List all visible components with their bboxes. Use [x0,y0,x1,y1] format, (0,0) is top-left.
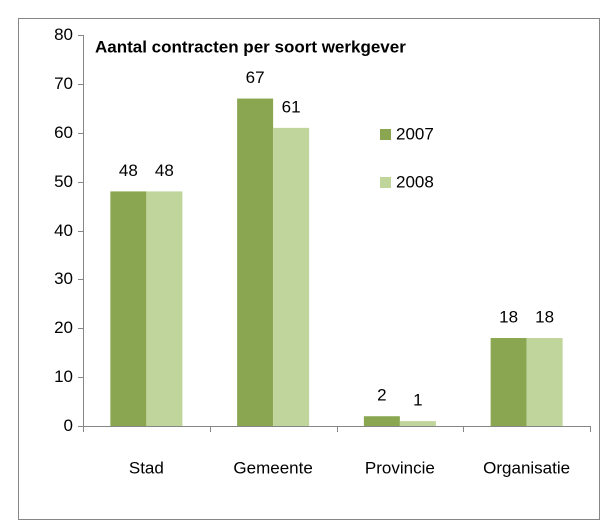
x-tick-label: Stad [129,458,164,477]
bar [490,338,527,426]
y-tick-label: 60 [54,123,73,142]
x-tick-label: Provincie [365,458,435,477]
bar [273,127,310,427]
data-label: 18 [535,308,554,327]
bar [363,416,400,426]
chart-title: Aantal contracten per soort werkgever [95,37,406,56]
y-tick-label: 70 [54,74,73,93]
y-tick-label: 30 [54,269,73,288]
bar [237,98,274,426]
bar [110,191,147,426]
bar [146,191,183,426]
legend-swatch [380,129,391,140]
y-tick-label: 20 [54,318,73,337]
data-label: 18 [499,308,518,327]
bar [526,338,563,426]
y-tick-label: 50 [54,172,73,191]
x-tick-label: Gemeente [233,458,312,477]
y-tick-label: 40 [54,221,73,240]
x-tick-label: Organisatie [483,458,570,477]
legend-label: 2008 [396,172,434,191]
data-label: 48 [155,161,174,180]
y-tick-label: 0 [64,416,73,435]
data-label: 67 [246,68,265,87]
bar [399,421,436,426]
data-label: 61 [282,97,301,116]
data-label: 2 [377,386,386,405]
legend-swatch [380,177,391,188]
data-label: 48 [119,161,138,180]
data-label: 1 [413,391,422,410]
legend-label: 2007 [396,124,434,143]
y-tick-label: 80 [54,25,73,44]
y-tick-label: 10 [54,367,73,386]
